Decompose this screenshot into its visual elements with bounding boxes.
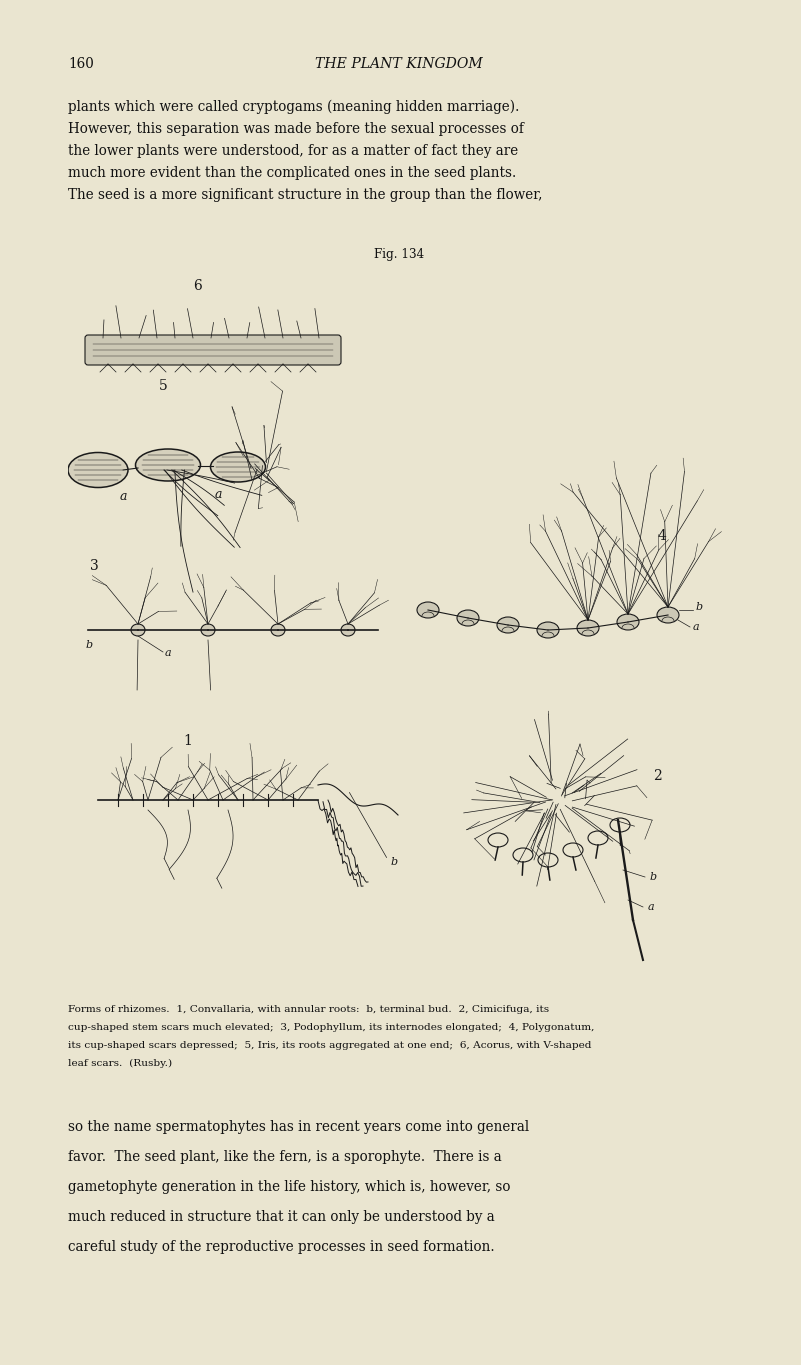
Text: a: a [119,490,127,502]
Text: 3: 3 [90,560,99,573]
Ellipse shape [617,614,639,631]
Ellipse shape [417,602,439,618]
Text: b: b [391,857,398,867]
Text: 2: 2 [653,768,662,784]
Text: favor.  The seed plant, like the fern, is a sporophyte.  There is a: favor. The seed plant, like the fern, is… [68,1149,501,1164]
Ellipse shape [537,622,559,637]
Text: a: a [648,902,654,912]
FancyBboxPatch shape [85,334,341,364]
Ellipse shape [135,449,200,480]
Ellipse shape [68,453,128,487]
Text: 160: 160 [68,57,94,71]
Text: a: a [214,489,222,501]
Text: cup-shaped stem scars much elevated;  3, Podophyllum, its internodes elongated; : cup-shaped stem scars much elevated; 3, … [68,1022,594,1032]
Text: 1: 1 [183,734,192,748]
Text: the lower plants were understood, for as a matter of fact they are: the lower plants were understood, for as… [68,143,518,158]
Text: so the name spermatophytes has in recent years come into general: so the name spermatophytes has in recent… [68,1121,529,1134]
Text: However, this separation was made before the sexual processes of: However, this separation was made before… [68,121,524,136]
Text: Fig. 134: Fig. 134 [374,248,424,261]
Text: The seed is a more significant structure in the group than the flower,: The seed is a more significant structure… [68,188,542,202]
Text: a: a [693,622,699,632]
Text: 6: 6 [194,278,203,293]
Ellipse shape [131,624,145,636]
Ellipse shape [211,452,265,482]
Text: 5: 5 [159,379,167,393]
Text: leaf scars.  (Rusby.): leaf scars. (Rusby.) [68,1059,172,1069]
Ellipse shape [497,617,519,633]
Text: b: b [86,640,93,650]
Ellipse shape [657,607,679,622]
Text: 4: 4 [658,530,667,543]
Ellipse shape [457,610,479,627]
Ellipse shape [201,624,215,636]
Text: plants which were called cryptogams (meaning hidden marriage).: plants which were called cryptogams (mea… [68,100,519,115]
Text: its cup-shaped scars depressed;  5, Iris, its roots aggregated at one end;  6, A: its cup-shaped scars depressed; 5, Iris,… [68,1041,591,1050]
Text: much more evident than the complicated ones in the seed plants.: much more evident than the complicated o… [68,167,517,180]
Text: a: a [165,648,171,658]
Text: much reduced in structure that it can only be understood by a: much reduced in structure that it can on… [68,1209,495,1224]
Text: b: b [696,602,703,612]
Text: Forms of rhizomes.  1, Convallaria, with annular roots:  b, terminal bud.  2, Ci: Forms of rhizomes. 1, Convallaria, with … [68,1005,549,1014]
Text: careful study of the reproductive processes in seed formation.: careful study of the reproductive proces… [68,1239,495,1254]
Text: gametophyte generation in the life history, which is, however, so: gametophyte generation in the life histo… [68,1179,510,1194]
Ellipse shape [271,624,285,636]
Text: THE PLANT KINGDOM: THE PLANT KINGDOM [315,57,483,71]
Ellipse shape [577,620,599,636]
Ellipse shape [341,624,355,636]
Text: b: b [650,872,657,882]
